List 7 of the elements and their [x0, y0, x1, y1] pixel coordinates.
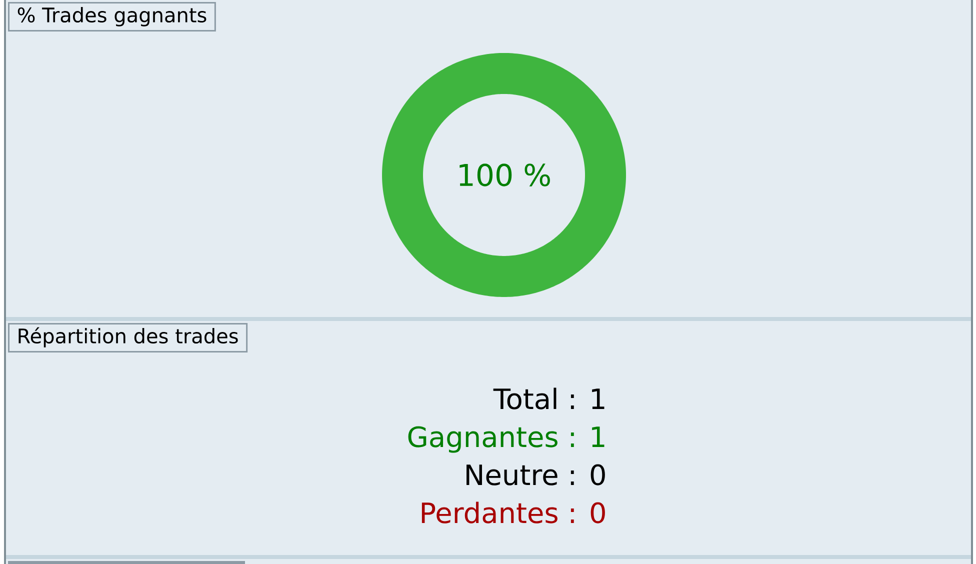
- text: Neutre : 0: [466, 464, 605, 486]
- text: Total : 1: [493, 388, 604, 410]
- text: Perdantes : 0: [422, 502, 605, 524]
- data-label: 100 %: [460, 164, 550, 186]
- text: Gagnantes : 1: [408, 426, 604, 453]
- text: Répartition des trades: [18, 327, 238, 348]
- text: % Trades gagnants: [18, 7, 206, 26]
